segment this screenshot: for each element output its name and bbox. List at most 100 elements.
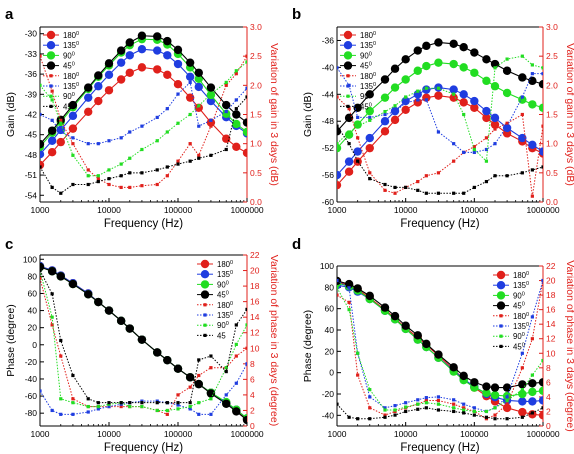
data-point <box>155 139 159 143</box>
legend-item: 1800 <box>493 270 529 280</box>
data-point <box>40 268 42 273</box>
data-point <box>71 136 75 140</box>
x-tick-label: 10000 <box>97 205 121 215</box>
data-point <box>541 66 543 70</box>
data-point <box>484 136 489 140</box>
data-point <box>505 121 509 125</box>
data-point <box>393 109 397 114</box>
data-point <box>502 66 512 75</box>
data-point <box>518 380 527 389</box>
data-point <box>449 363 458 372</box>
legend-marker <box>203 313 207 317</box>
y-right-tick-label: 1.5 <box>546 110 558 120</box>
data-point <box>459 98 468 107</box>
x-tick-label: 1000000 <box>230 205 263 215</box>
data-point <box>528 100 537 109</box>
y-right-axis-title: Variation of phase in 3 days (degree) <box>564 260 574 431</box>
legend-label-degree: 0 <box>226 291 229 297</box>
legend-label: 1350 <box>513 322 529 331</box>
data-point <box>368 118 372 122</box>
y-right-tick-label: 20 <box>546 276 556 286</box>
data-point <box>344 157 354 166</box>
data-point <box>368 115 372 120</box>
series-45-right-black <box>337 402 543 421</box>
data-point <box>520 54 524 58</box>
data-point <box>337 286 339 290</box>
data-point <box>365 291 374 301</box>
data-point <box>482 113 491 123</box>
legend-label: 900 <box>513 291 525 300</box>
data-point <box>140 404 144 409</box>
data-point <box>482 106 491 116</box>
y-tick-label: -33 <box>25 49 38 59</box>
data-point <box>436 398 441 403</box>
data-point <box>173 45 183 55</box>
data-point <box>452 191 456 195</box>
legend-marker <box>346 74 350 78</box>
legend-label: 1800 <box>513 271 529 280</box>
y-right-tick-label: 2 <box>546 406 551 416</box>
data-point <box>462 402 466 406</box>
legend-marker <box>49 104 53 108</box>
data-point <box>422 93 431 102</box>
data-point <box>176 162 180 166</box>
data-point <box>347 300 351 304</box>
data-point <box>40 112 42 117</box>
data-point <box>401 105 410 114</box>
legend-item: 1350 <box>43 82 79 91</box>
data-point <box>436 130 441 134</box>
data-point <box>493 417 497 421</box>
data-point <box>71 153 75 157</box>
data-point <box>176 407 180 411</box>
data-point <box>119 401 123 405</box>
data-point <box>393 191 397 195</box>
data-point <box>380 75 390 84</box>
data-point <box>462 191 466 195</box>
data-point <box>68 279 78 289</box>
data-point <box>422 41 431 51</box>
legend-label-degree: 0 <box>72 51 75 57</box>
data-point <box>222 399 231 408</box>
y-tick-label: -20 <box>25 357 38 367</box>
legend-item: 900 <box>493 332 525 341</box>
data-point <box>165 107 169 111</box>
data-point <box>538 386 543 395</box>
data-point <box>347 308 351 312</box>
legend-item: 450 <box>493 301 525 311</box>
legend-label: 900 <box>360 51 372 60</box>
data-point <box>71 182 75 187</box>
data-point <box>59 121 63 125</box>
legend-label: 450 <box>217 291 229 300</box>
data-point <box>173 364 183 373</box>
legend-marker <box>343 30 353 40</box>
y-tick-label: 40 <box>28 306 38 316</box>
legend-label-text: 90 <box>513 291 522 300</box>
data-point <box>518 407 527 417</box>
data-point <box>434 350 443 359</box>
y-right-tick-label: 2.5 <box>250 51 262 61</box>
y-tick-label: 80 <box>28 271 38 281</box>
data-point <box>40 54 42 58</box>
data-point <box>194 82 203 92</box>
data-point <box>365 133 374 143</box>
data-point <box>59 354 63 358</box>
legend-label-degree: 0 <box>369 92 372 98</box>
y-right-tick-label: 12 <box>250 328 260 338</box>
data-point <box>436 191 441 195</box>
data-point <box>490 383 500 392</box>
y-tick-label: -30 <box>25 29 38 39</box>
y-right-tick-label: 4 <box>250 390 255 400</box>
data-point <box>541 124 543 128</box>
x-axis-title: Frequency (Hz) <box>400 218 479 230</box>
data-point <box>125 51 134 60</box>
y-tick-label: -48 <box>25 150 38 160</box>
legend-label-text: 45 <box>360 62 369 71</box>
data-point <box>452 398 456 402</box>
y-tick-label: 0 <box>32 340 37 350</box>
data-point <box>96 174 100 178</box>
legend-label-text: 180 <box>513 271 527 280</box>
data-point <box>470 68 479 77</box>
legend-label: 450 <box>513 302 525 311</box>
data-point <box>197 358 201 362</box>
